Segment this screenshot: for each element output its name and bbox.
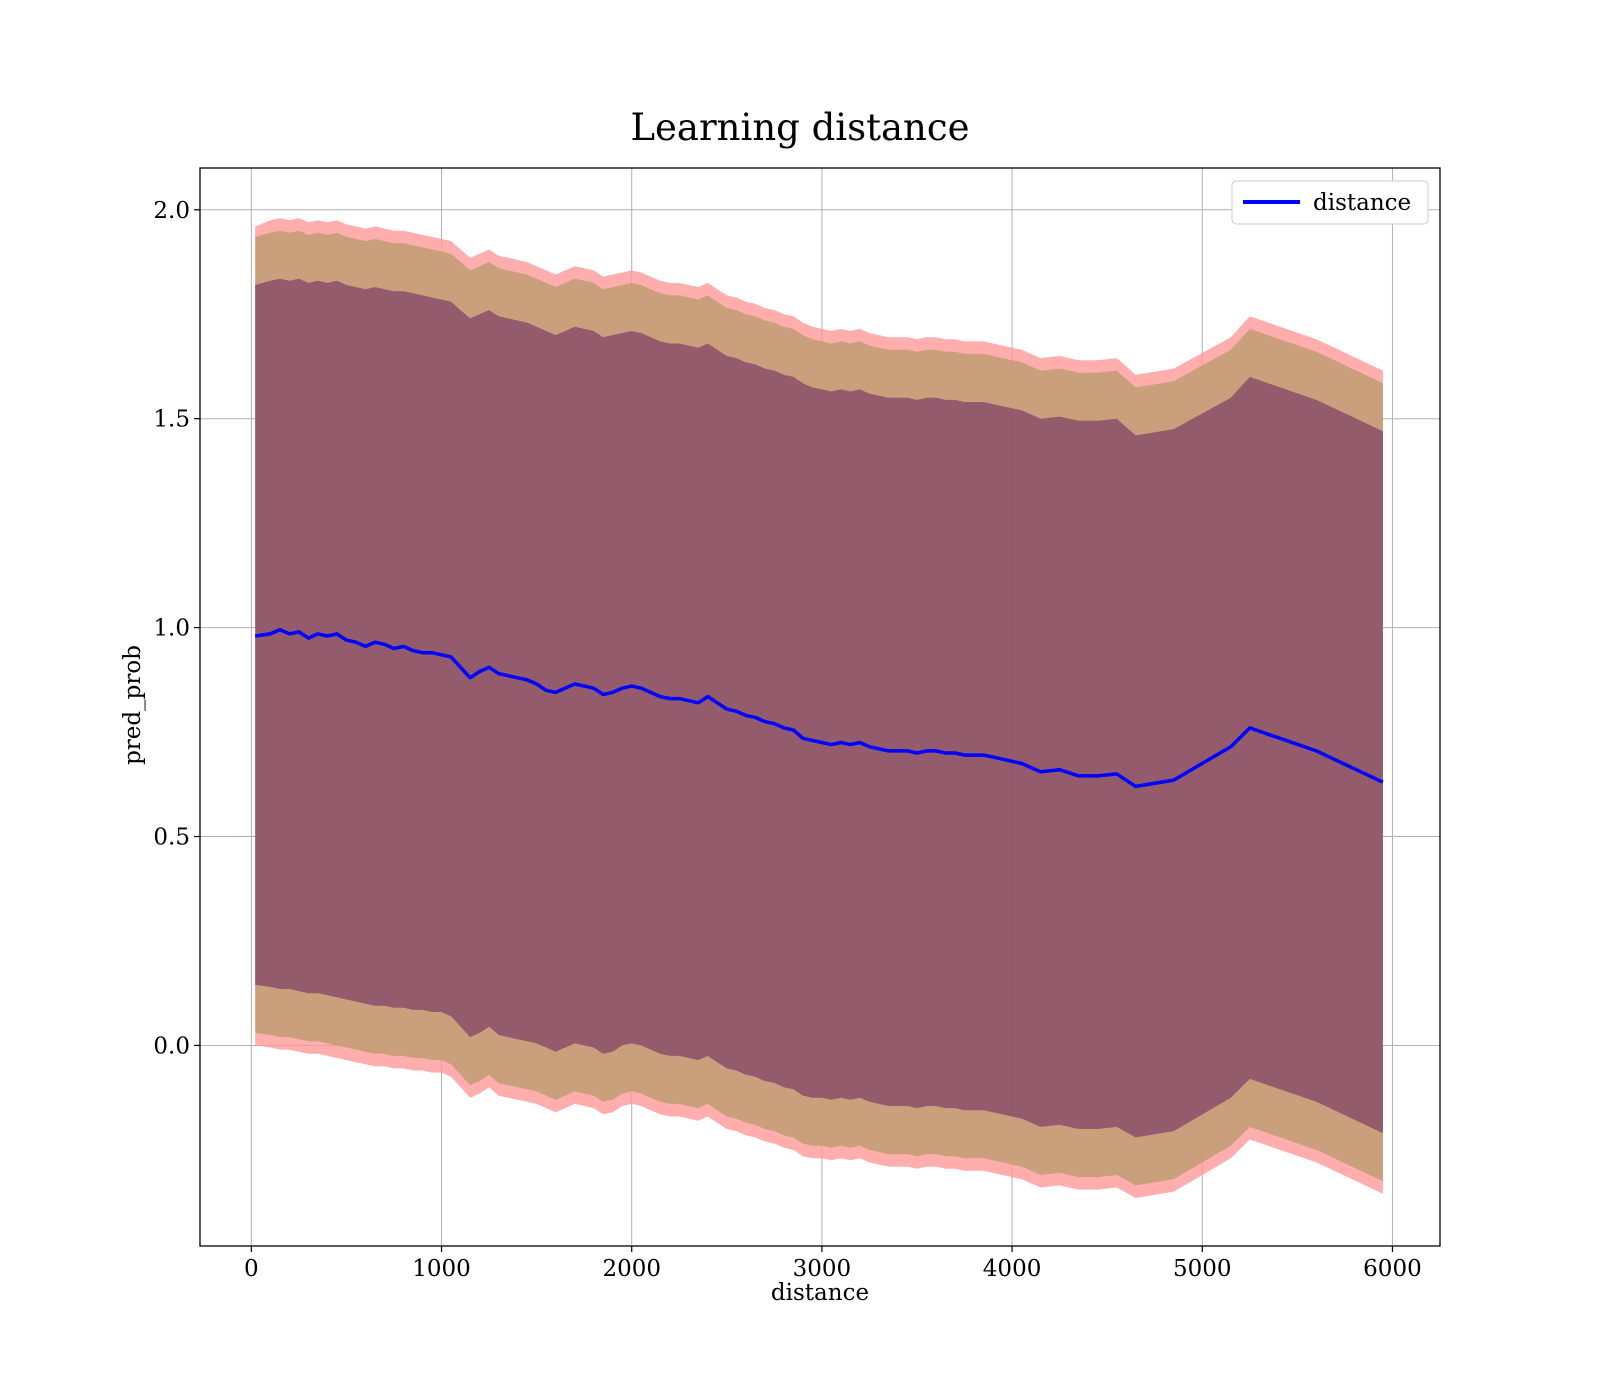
legend: distance [1231,180,1429,225]
x-axis-ticks: 0 1000 2000 3000 4000 5000 6000 [244,1246,1422,1282]
x-tick-label-4: 4000 [983,1256,1042,1282]
x-tick-label-3: 3000 [793,1256,852,1282]
x-tick-label-5: 5000 [1173,1256,1232,1282]
x-axis-label: distance [771,1280,869,1306]
plot-frame [199,167,1441,1247]
confidence-bands [255,218,1383,1198]
x-tick-label-6: 6000 [1363,1256,1422,1282]
band-inner [255,278,1383,1138]
x-tick-label-1: 1000 [412,1256,471,1282]
series-line-distance [254,627,1384,789]
y-tick-label-1: 0.5 [153,825,190,851]
series-lines [254,627,1384,789]
x-tick-label-0: 0 [244,1256,259,1282]
x-tick-label-2: 2000 [602,1256,661,1282]
chart-title: Learning distance [630,106,969,149]
y-axis-label: pred_prob [120,645,146,765]
y-tick-label-3: 1.5 [153,407,190,433]
y-axis-ticks: 0.0 0.5 1.0 1.5 2.0 [153,198,200,1059]
y-tick-label-0: 0.0 [153,1033,190,1059]
legend-box [1231,180,1429,225]
y-tick-label-4: 2.0 [153,198,190,224]
legend-label-distance: distance [1313,190,1411,216]
y-tick-label-2: 1.0 [153,616,190,642]
